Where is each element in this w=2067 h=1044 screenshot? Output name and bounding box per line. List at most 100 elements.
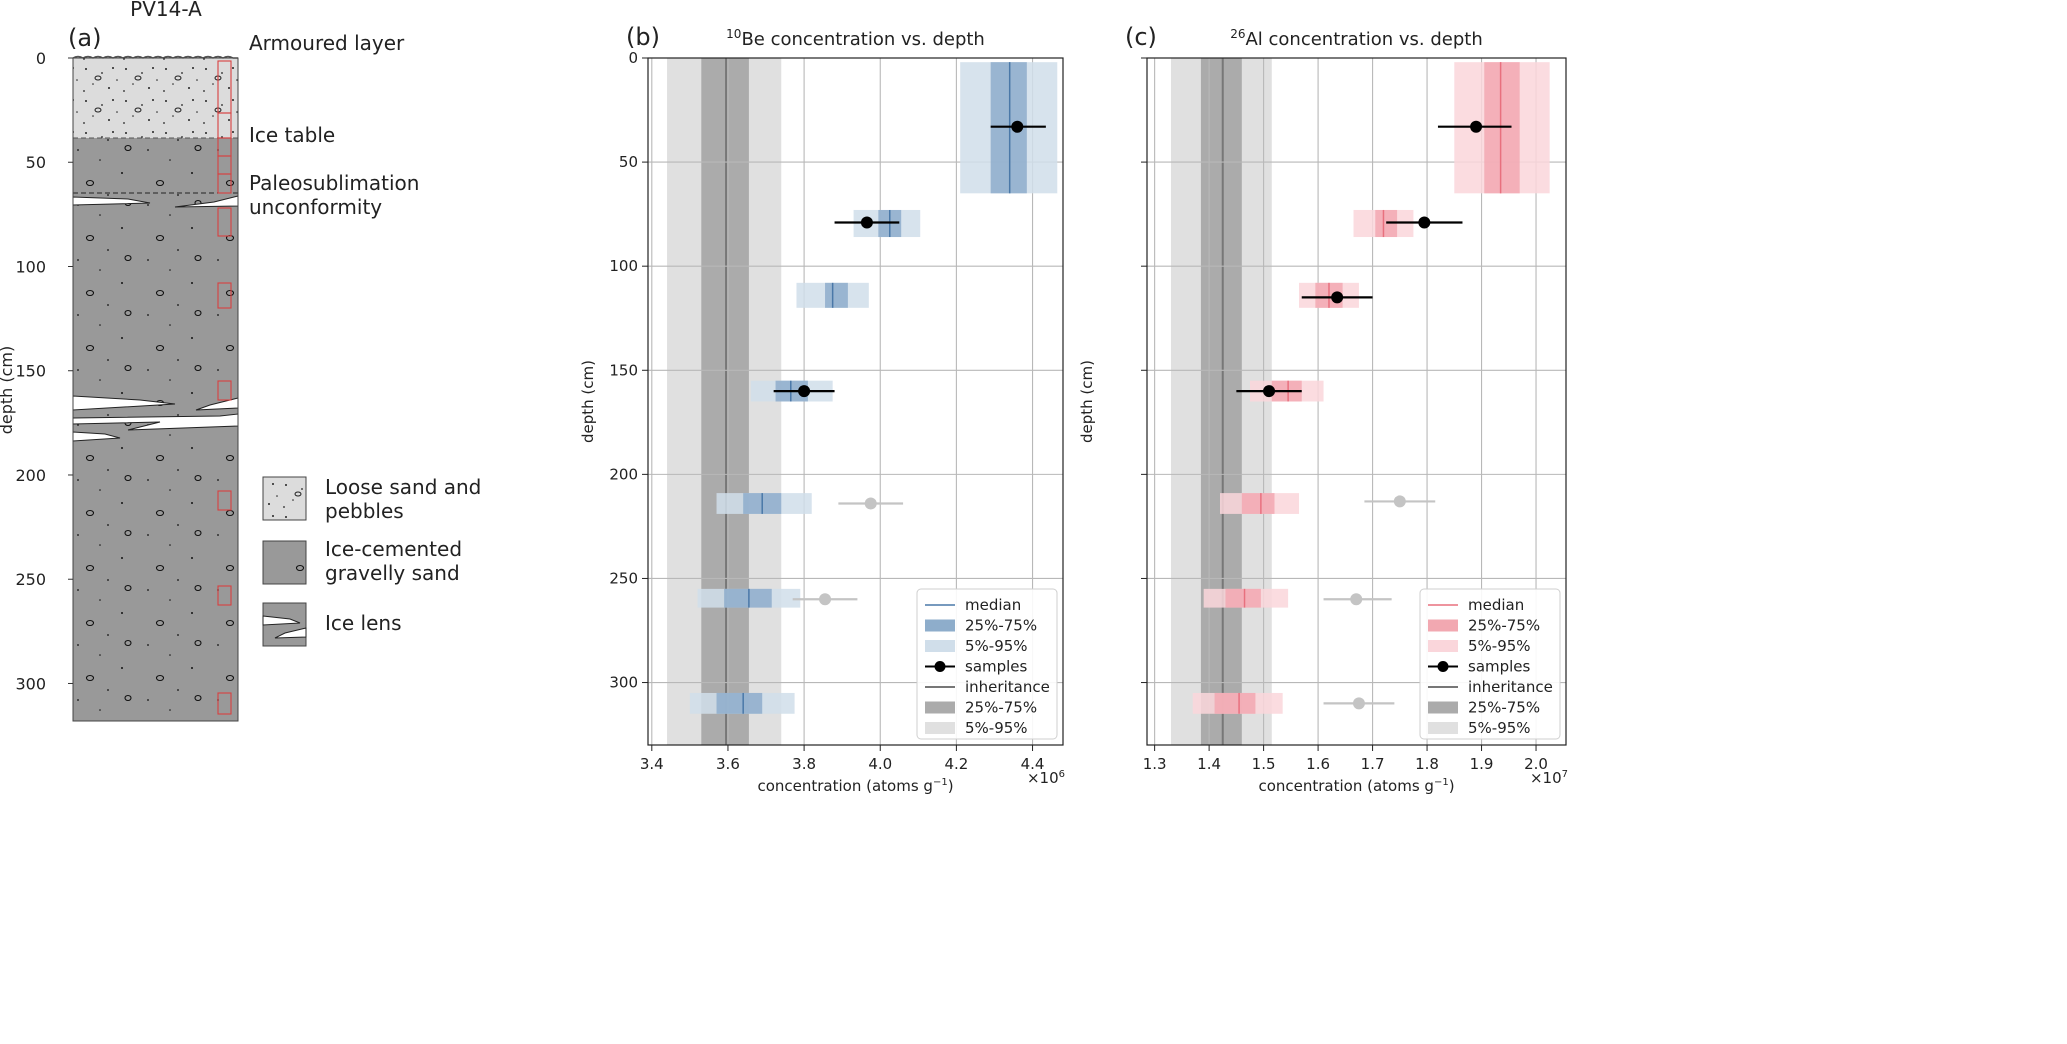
depth-tick-label: 100 (15, 257, 46, 276)
inheritance-25-75-band (1200, 58, 1242, 745)
x-axis-label-superscript: −1 (1434, 777, 1449, 788)
legend-inheritance-range-swatch (925, 722, 955, 734)
chart-title: 10Be concentration vs. depth (726, 27, 985, 50)
legend-inheritance-range-swatch (1428, 722, 1458, 734)
plot-frame (647, 57, 1064, 746)
chart-title: 26Al concentration vs. depth (1230, 27, 1483, 50)
excluded-sample-point (1393, 495, 1406, 508)
legend-label: median (1468, 596, 1524, 614)
panel-a: PV14-A (a) 0 50 100 150 200 250 300 depth (cm) (0, 0, 481, 722)
label-ice-table: Ice table (249, 123, 335, 147)
legend-label: 25%-75% (965, 699, 1037, 717)
legend-label-loose-1: Loose sand and (325, 475, 481, 499)
legend-label-loose-2: pebbles (325, 499, 404, 523)
y-tick-label: 150 (609, 361, 638, 379)
legend-label: samples (1468, 658, 1531, 676)
band-25-75 (724, 588, 772, 608)
lithology-legend: Loose sand and pebbles Ice-cemented grav… (262, 475, 481, 647)
y-tick-label: 300 (609, 674, 638, 692)
depth-axis-a: 0 50 100 150 200 250 300 (15, 49, 73, 693)
legend-sample-marker (1437, 661, 1449, 672)
ice-lens (72, 413, 239, 431)
depth-tick-label: 0 (36, 49, 46, 68)
panel-label: (c) (1125, 23, 1157, 51)
x-tick-label: 1.5 (1252, 755, 1276, 773)
sample-box (217, 282, 232, 309)
sample-box (217, 585, 232, 606)
sample-box (217, 380, 232, 401)
y-tick-label: 0 (628, 49, 638, 67)
sample-boxes (217, 60, 232, 715)
x-axis-label-end: ) (1449, 777, 1455, 795)
band-25-75 (1241, 493, 1275, 514)
x-tick-label: 4.4 (1021, 755, 1045, 773)
x-offset-base: ×10 (1530, 769, 1562, 787)
x-axis-label: concentration (atoms g−1) (1258, 777, 1454, 795)
x-tick-label: 2.0 (1524, 755, 1548, 773)
legend-label: median (965, 596, 1021, 614)
legend: median 25%-75% 5%-95% samples inheritance 25%… (916, 588, 1058, 740)
sample-point (1011, 120, 1024, 133)
band-25-75 (1225, 588, 1261, 608)
legend-label: 5%-95% (965, 637, 1028, 655)
y-tick-label: 50 (619, 153, 638, 171)
legend-label: 25%-75% (965, 617, 1037, 635)
band-25-75 (716, 692, 763, 714)
x-tick-label: 3.6 (716, 755, 740, 773)
legend-label: 5%-95% (1468, 637, 1531, 655)
x-offset-base: ×10 (1027, 769, 1059, 787)
legend: median 25%-75% 5%-95% samples inheritance 25%… (1419, 588, 1561, 740)
legend-swatch-ice-cemented (262, 540, 307, 585)
panel-label-a: (a) (68, 24, 101, 52)
legend-label: inheritance (965, 678, 1050, 696)
depth-tick-label: 300 (15, 674, 46, 693)
legend-label: 5%-95% (965, 719, 1028, 737)
legend-range-swatch (925, 640, 955, 652)
legend-label: inheritance (1468, 678, 1553, 696)
legend-ice-lens-shape (262, 615, 307, 639)
x-offset-label: ×106 (1027, 769, 1065, 787)
depth-tick-label: 250 (15, 570, 46, 589)
legend-iqr-swatch (925, 619, 955, 632)
y-axis-label: depth (cm) (579, 360, 597, 443)
x-offset-exponent: 6 (1059, 769, 1065, 780)
title-superscript: 26 (1230, 27, 1245, 41)
y-tick-label: 250 (609, 569, 638, 587)
x-axis-label-text: concentration (atoms g (1258, 777, 1433, 795)
legend-inheritance-iqr-swatch (1428, 701, 1458, 714)
y-tick-label: 200 (609, 465, 638, 483)
legend-range-swatch (1428, 640, 1458, 652)
x-tick-label: 4.0 (868, 755, 892, 773)
legend-label: 25%-75% (1468, 617, 1540, 635)
x-tick-label: 1.8 (1415, 755, 1439, 773)
sample-box (217, 173, 232, 194)
sample-box (217, 692, 232, 715)
x-tick-label: 1.9 (1470, 755, 1494, 773)
core-title: PV14-A (130, 0, 202, 21)
panel-c: (c) 26Al concentration vs. depth 1.3 1.4 1.5… (1078, 23, 1568, 795)
legend-label-lens: Ice lens (325, 611, 402, 635)
ylabel-a: depth (cm) (0, 346, 16, 435)
label-armoured-layer: Armoured layer (249, 31, 405, 55)
x-axis-label-text: concentration (atoms g (757, 777, 932, 795)
legend-label-ice-1: Ice-cemented (325, 537, 462, 561)
label-paleosublimation: Paleosublimation (249, 171, 419, 195)
legend-label: samples (965, 658, 1028, 676)
depth-tick-label: 200 (15, 466, 46, 485)
label-unconformity: unconformity (249, 195, 382, 219)
sample-box (217, 490, 232, 511)
legend-sample-marker (934, 661, 946, 672)
x-tick-label: 1.6 (1306, 755, 1330, 773)
x-axis-label: concentration (atoms g−1) (757, 777, 953, 795)
legend-label: 25%-75% (1468, 699, 1540, 717)
x-axis-label-end: ) (948, 777, 954, 795)
legend-swatch-loose (262, 476, 307, 521)
y-tick-label: 100 (609, 257, 638, 275)
x-offset-exponent: 7 (1562, 769, 1568, 780)
x-offset-label: ×107 (1530, 769, 1568, 787)
sample-point (860, 216, 873, 229)
panel-b: (b) 10Be concentration vs. depth 3.4 3.6 3.8… (579, 23, 1065, 795)
title-superscript: 10 (726, 27, 741, 41)
legend-iqr-swatch (1428, 619, 1458, 632)
